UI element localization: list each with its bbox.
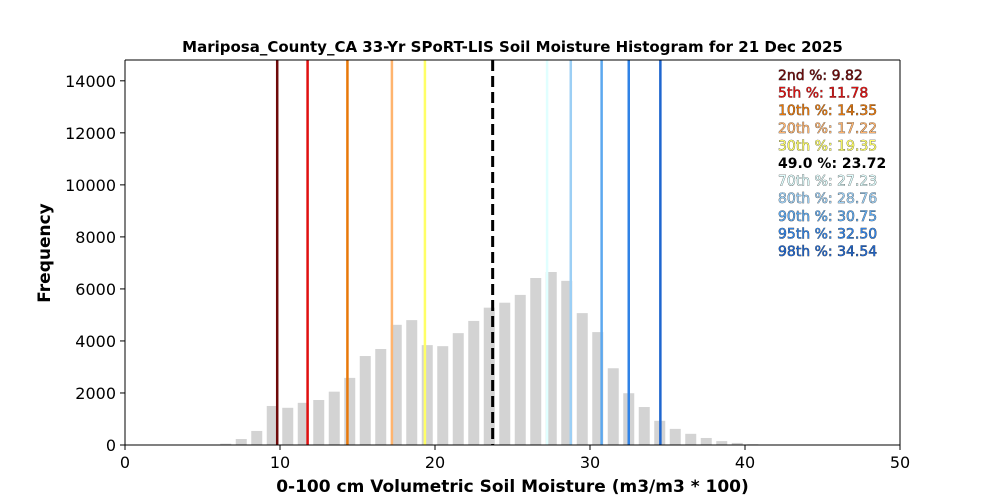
legend-entry: 95th %: 32.50 [778,226,877,242]
legend-entry: 10th %: 14.35 [778,103,877,119]
histogram-bar [576,313,588,445]
legend-entry: 80th %: 28.76 [778,191,877,207]
y-axis-label: Frequency [35,203,55,303]
histogram-bar [251,430,263,445]
histogram-bar [669,428,681,445]
histogram-bar [266,405,278,445]
histogram-bar [452,333,464,445]
y-tick-label: 8000 [75,228,116,247]
histogram-bar [220,443,232,445]
histogram-bar [530,277,542,445]
x-tick-label: 50 [890,453,910,472]
y-tick-label: 12000 [65,124,116,143]
histogram-bar [716,441,728,445]
histogram-bar [282,407,294,445]
y-tick-label: 6000 [75,280,116,299]
histogram-bar [607,368,619,445]
legend-entry: 20th %: 17.22 [778,121,877,137]
legend-entry: 49.0 %: 23.72 [778,156,886,172]
histogram-bar [468,320,480,445]
histogram-bar [700,437,712,445]
y-tick-label: 4000 [75,332,116,351]
y-tick-label: 14000 [65,72,116,91]
legend-entry: 98th %: 34.54 [778,244,877,260]
histogram-bar [437,346,449,445]
x-tick-label: 0 [120,453,130,472]
histogram-bar [344,377,356,445]
histogram-bar [685,433,697,445]
histogram-bar [731,442,743,445]
legend-entry: 30th %: 19.35 [778,138,877,154]
histogram-bar [483,307,495,445]
histogram-bar [638,407,650,445]
x-tick-label: 30 [580,453,600,472]
histogram-bar [235,439,247,445]
histogram-bar [313,399,325,445]
y-tick-label: 10000 [65,176,116,195]
histogram-bar [297,402,309,445]
legend-entry: 2nd %: 9.82 [778,68,863,84]
legend-entry: 70th %: 27.23 [778,174,877,190]
chart-title: Mariposa_County_CA 33-Yr SPoRT-LIS Soil … [182,38,843,56]
histogram-bar [545,272,557,445]
histogram-bar [499,302,511,445]
histogram-bar [592,332,604,445]
y-tick-label: 0 [106,436,116,455]
x-tick-label: 40 [735,453,755,472]
histogram-bar [514,294,526,445]
histogram-bar [328,391,340,445]
histogram-bar [390,324,402,445]
x-tick-label: 20 [425,453,445,472]
legend-entry: 5th %: 11.78 [778,86,868,102]
histogram-bar [359,356,371,445]
histogram-bar [561,280,573,445]
y-tick-label: 2000 [75,384,116,403]
x-axis-label: 0-100 cm Volumetric Soil Moisture (m3/m3… [276,477,749,497]
x-tick-label: 10 [270,453,290,472]
histogram-bar [421,345,433,445]
legend-entry: 90th %: 30.75 [778,209,877,225]
histogram-bar [406,320,418,445]
histogram-bar [375,349,387,445]
